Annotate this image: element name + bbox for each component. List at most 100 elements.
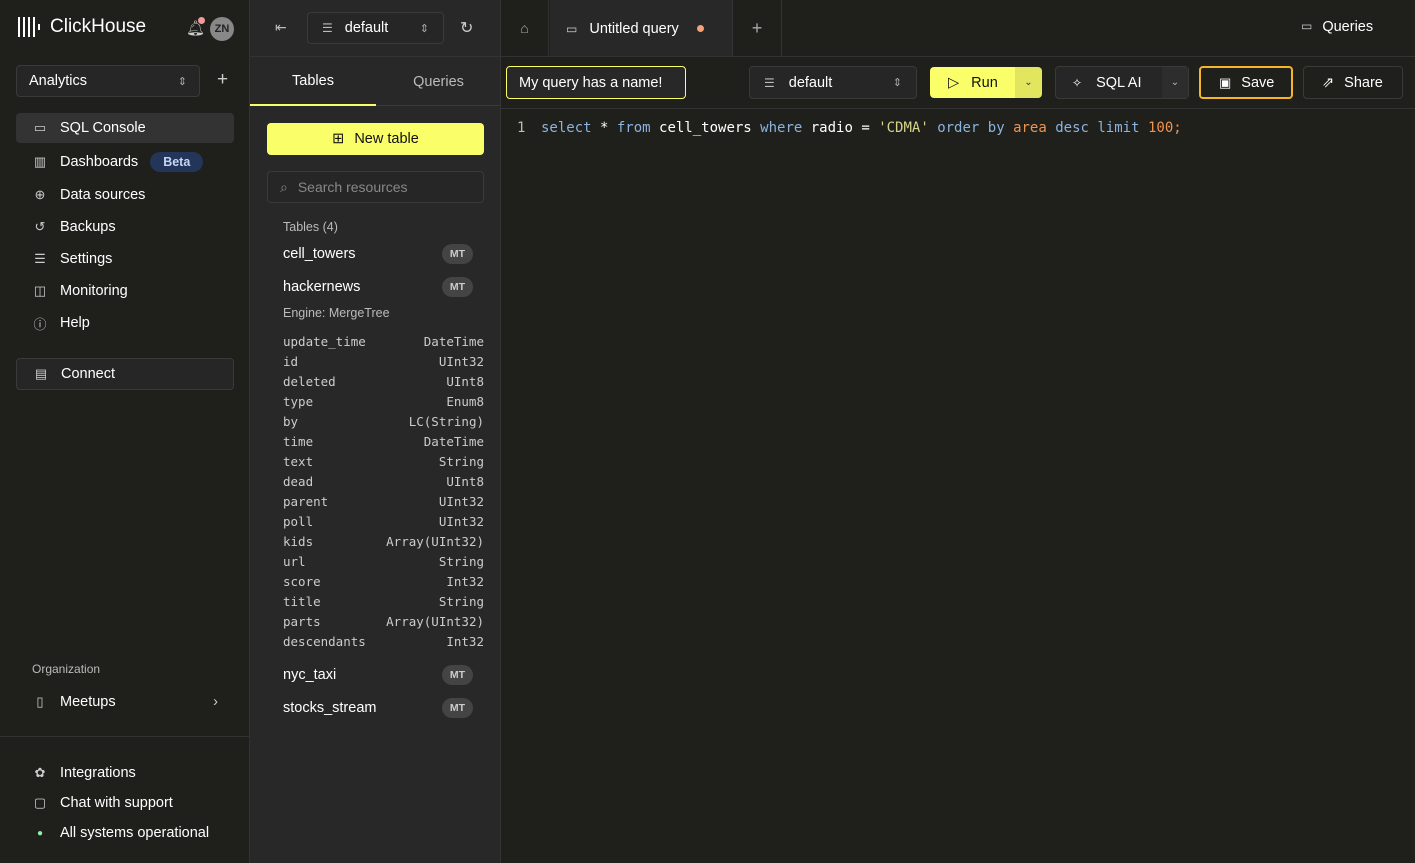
database-icon: ☰ [764,75,775,90]
line-number: 1 [517,120,526,136]
divider [376,105,501,106]
column-row[interactable]: poll UInt32 [283,514,484,529]
column-name: parent [283,494,329,509]
sql-token: 'CDMA' [878,120,929,136]
org-label: Organization [32,662,101,676]
bell-icon[interactable]: 🔔︎ [186,20,206,37]
share-button[interactable]: ⇗ Share [1303,66,1403,99]
sidebar-item-help[interactable]: ⓘ Help [33,315,90,332]
new-table-button[interactable]: ⊞ New table [267,123,484,155]
column-row[interactable]: url String [283,554,484,569]
column-row[interactable]: by LC(String) [283,414,484,429]
sql-token: desc limit [1055,120,1140,136]
column-name: descendants [283,634,366,649]
column-name: deleted [283,374,336,389]
column-row[interactable]: score Int32 [283,574,484,589]
table-item-nyc-taxi[interactable]: nyc_taxi MT [283,665,473,685]
logo-icon [18,17,40,37]
connect-icon: ▤ [34,366,48,381]
puzzle-icon: ✿ [34,765,46,780]
column-name: type [283,394,314,409]
column-row[interactable]: type Enum8 [283,394,484,409]
divider [0,736,250,737]
status-dot-icon: ● [36,827,44,839]
table-item-cell-towers[interactable]: cell_towers MT [283,244,473,264]
column-row[interactable]: dead UInt8 [283,474,484,489]
tab-queries[interactable]: Queries [413,73,464,90]
column-row[interactable]: descendants Int32 [283,634,484,649]
chevron-updown-icon: ⇕ [419,22,429,35]
tab-tables[interactable]: Tables [250,57,376,106]
engine-badge: MT [441,244,473,264]
sql-token: radio = [802,120,879,136]
column-name: text [283,454,314,469]
column-name: parts [283,614,321,629]
sidebar-item-dashboards[interactable]: ▥ Dashboards Beta [16,147,234,177]
column-row[interactable]: update_time DateTime [283,334,484,349]
sidebar-item-data-sources[interactable]: ⊕ Data sources [16,180,234,210]
run-options-chevron-icon[interactable]: ⌄ [1015,67,1042,98]
column-name: dead [283,474,314,489]
sidebar-item-monitoring[interactable]: ◫ Monitoring [33,283,128,299]
column-type: UInt32 [438,494,484,509]
database-select[interactable]: ☰ default ⇕ [749,66,917,99]
column-type: UInt32 [438,354,484,369]
refresh-icon[interactable]: ↻ [460,20,474,37]
chat-icon: ▢ [33,795,47,810]
search-input[interactable]: ⌕ Search resources [267,171,484,203]
column-type: Array(UInt32) [386,534,484,549]
column-row[interactable]: deleted UInt8 [283,374,484,389]
column-row[interactable]: text String [283,454,484,469]
sql-editor[interactable]: select * from cell_towers where radio = … [541,120,1182,136]
save-button[interactable]: ▣ Save [1199,66,1293,99]
collapse-panel-icon[interactable]: ⇤ [275,19,287,35]
column-type: Int32 [446,574,484,589]
divider [501,108,1415,109]
service-select[interactable]: Analytics ⇕ [16,65,200,97]
column-name: score [283,574,321,589]
sidebar-item-backups[interactable]: ↺ Backups [16,212,234,242]
sparkle-icon: ✧ [1072,75,1083,90]
column-name: poll [283,514,314,529]
play-icon: ▷ [948,74,960,91]
main-area: ⌂ ▭ Untitled query + ▭ Queries My query ha… [501,0,1415,863]
home-tab[interactable]: ⌂ [501,0,549,56]
column-type: UInt8 [446,474,484,489]
database-select[interactable]: ☰ default ⇕ [307,12,444,44]
query-name-input[interactable]: My query has a name! [506,66,686,99]
column-row[interactable]: time DateTime [283,434,484,449]
column-row[interactable]: kids Array(UInt32) [283,534,484,549]
integrations-link[interactable]: ✿ Integrations [16,758,234,788]
sql-ai-button[interactable]: ✧ SQL AI ⌄ [1055,66,1189,99]
column-name: kids [283,534,314,549]
table-item-hackernews[interactable]: hackernews MT [283,277,473,297]
column-row[interactable]: parts Array(UInt32) [283,614,484,629]
new-tab-button[interactable]: + [733,0,782,56]
sql-token: where [760,120,803,136]
column-row[interactable]: id UInt32 [283,354,484,369]
tab-untitled-query[interactable]: ▭ Untitled query [550,0,733,57]
chat-support-link[interactable]: ▢ Chat with support [33,795,173,811]
sql-token: select [541,120,592,136]
add-service-button[interactable]: + [217,69,229,90]
plug-icon: ⊕ [34,187,46,202]
column-type: UInt32 [438,514,484,529]
column-name: id [283,354,299,369]
connect-button[interactable]: ▤ Connect [16,358,234,390]
system-status-link[interactable]: ● All systems operational [16,818,234,848]
column-type: String [438,554,484,569]
column-row[interactable]: parent UInt32 [283,494,484,509]
queries-button[interactable]: ▭ Queries [1301,19,1374,35]
sidebar-item-settings[interactable]: ☰ Settings [16,244,234,274]
org-switcher[interactable]: ▯ Meetups › [16,687,234,717]
sql-token: from [616,120,651,136]
run-button[interactable]: ▷ Run [930,67,1015,98]
sidebar-item-sql-console[interactable]: ▭ SQL Console [16,113,234,143]
terminal-icon: ▭ [1301,19,1313,33]
clickhouse-logo[interactable]: ClickHouse [18,16,146,38]
table-item-stocks-stream[interactable]: stocks_stream MT [283,698,473,718]
history-icon: ↺ [34,219,46,234]
column-row[interactable]: title String [283,594,484,609]
sql-token: 100 [1147,120,1174,136]
avatar[interactable]: ZN [210,17,234,41]
